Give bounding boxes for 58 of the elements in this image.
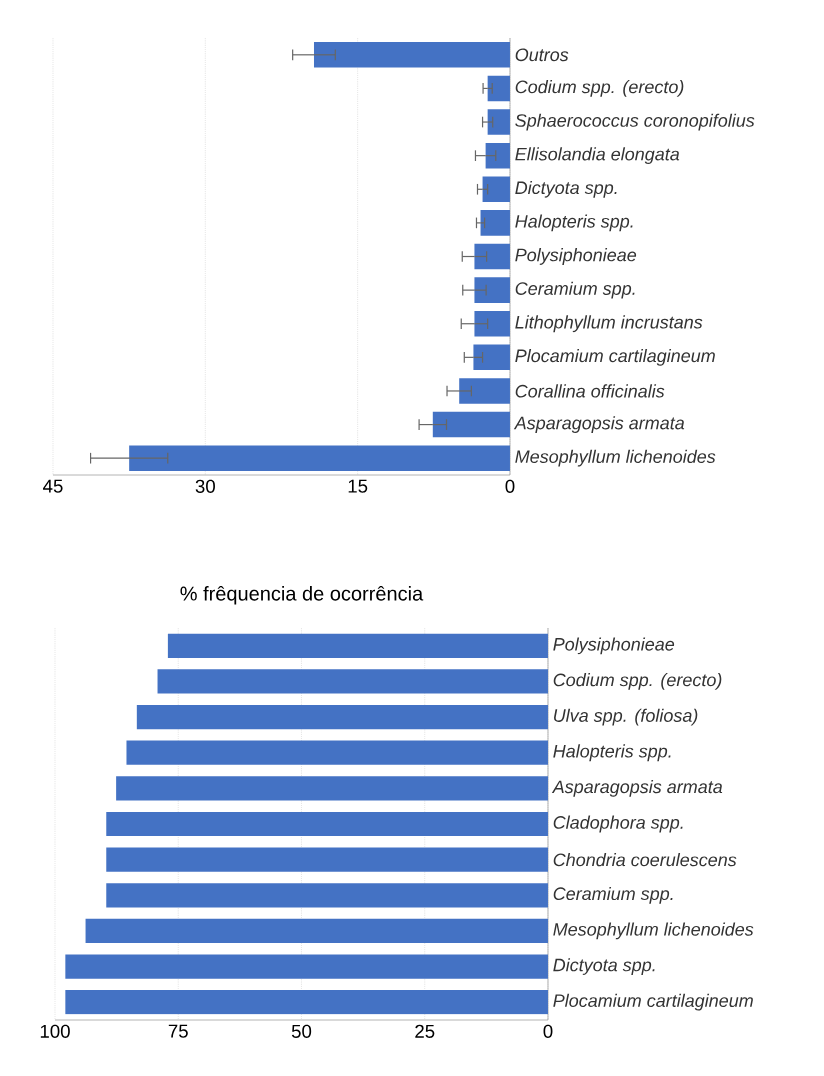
bar <box>474 310 510 337</box>
y-tick-label: Chondria coerulescens <box>553 853 737 867</box>
y-tick-label: Codium spp. (erecto) <box>515 80 684 97</box>
y-tick-label: Plocamium cartilagineum <box>515 348 715 366</box>
bar <box>129 445 510 471</box>
y-tick-label: Mesophyllum lichenoides <box>515 449 716 467</box>
bar <box>485 142 510 169</box>
y-tick-label: Ulva spp. (foliosa) <box>554 708 698 726</box>
bar <box>65 990 548 1015</box>
bar <box>106 811 548 837</box>
bar <box>106 847 548 872</box>
bar <box>473 344 510 371</box>
bar <box>474 277 510 303</box>
bar <box>126 740 548 765</box>
y-tick-label: Outros <box>515 48 569 62</box>
bar <box>157 669 548 694</box>
bar <box>167 633 548 658</box>
y-tick-label: Asparagopsis armata <box>551 779 723 797</box>
bar <box>313 42 510 68</box>
y-tick-label: Corallina officinalis <box>515 384 665 398</box>
bar <box>487 109 510 135</box>
chart-title: % frêquencia de ocorrência <box>180 585 424 605</box>
y-tick-label: Lithophyllum incrustans <box>515 315 703 333</box>
y-tick-label: Halopteris spp. <box>553 744 671 762</box>
bar <box>474 243 510 270</box>
y-tick-label: Polysiphonieae <box>515 248 637 265</box>
y-tick-label: Ellisolandia elongata <box>515 147 680 165</box>
y-tick-label: Dictyota spp. <box>553 958 655 975</box>
bar <box>85 918 548 944</box>
y-tick-label: Cladophora spp. <box>553 815 683 833</box>
bar <box>116 776 548 801</box>
y-tick-label: Dictyota spp. <box>515 180 617 198</box>
y-tick-label: Ceramium spp. <box>515 281 635 299</box>
bar <box>459 378 510 404</box>
y-tick-label: Plocamium cartilagineum <box>553 993 753 1011</box>
bar <box>482 176 510 203</box>
x-tick-label: 0 <box>543 1024 553 1038</box>
y-tick-label: Halopteris spp. <box>515 214 633 232</box>
y-tick-label: Mesophyllum lichenoides <box>553 922 754 940</box>
y-tick-label: Polysiphonieae <box>553 637 675 655</box>
bar <box>432 411 510 438</box>
x-tick-label: 30 <box>195 479 215 493</box>
y-tick-label: Ceramium spp. <box>553 886 673 904</box>
bar <box>487 75 510 102</box>
x-tick-label: 0 <box>505 479 515 493</box>
x-tick-label: 45 <box>43 479 63 493</box>
x-tick-label: 25 <box>415 1024 435 1038</box>
x-tick-label: 100 <box>40 1024 70 1038</box>
y-tick-label: Asparagopsis armata <box>513 416 685 433</box>
bar <box>480 210 510 236</box>
y-tick-label: Codium spp. (erecto) <box>553 673 722 690</box>
bar <box>106 883 548 908</box>
y-tick-label: Sphaerococcus coronopifolius <box>515 113 755 131</box>
bar <box>65 954 548 979</box>
x-tick-label: 15 <box>348 479 368 493</box>
bar <box>136 704 548 730</box>
x-tick-label: 75 <box>168 1024 188 1038</box>
x-tick-label: 50 <box>291 1024 312 1038</box>
